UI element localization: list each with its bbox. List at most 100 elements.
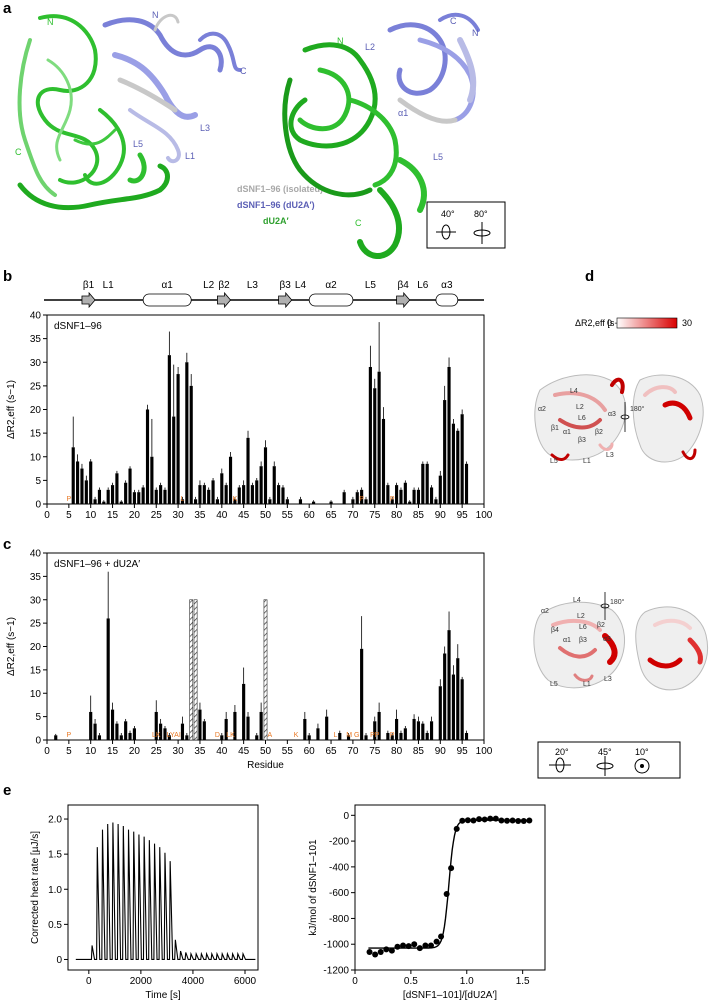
data-point xyxy=(520,817,527,824)
data-bar xyxy=(159,485,163,504)
data-point xyxy=(394,943,401,950)
right-c-blue-label: C xyxy=(450,16,457,26)
data-bar xyxy=(421,723,425,740)
d-bottom-label-a1: α1 xyxy=(563,637,571,644)
data-bar xyxy=(124,482,128,504)
data-bar xyxy=(268,499,272,504)
ss-helix-cylinder xyxy=(308,293,354,307)
data-point xyxy=(400,942,407,949)
data-bar xyxy=(421,463,425,504)
d-rot-horizontal-icon xyxy=(549,757,571,773)
d-top-label-l4: L4 xyxy=(570,388,578,395)
data-bar xyxy=(329,501,333,504)
data-bar xyxy=(176,374,180,504)
data-bar xyxy=(412,718,416,740)
data-bar xyxy=(443,653,447,740)
data-bar xyxy=(456,658,460,740)
data-bar xyxy=(447,366,451,504)
data-bar xyxy=(220,735,224,740)
data-bar xyxy=(425,732,429,740)
d-top-rotation: 180° xyxy=(630,405,645,413)
data-point xyxy=(476,816,483,823)
data-bar xyxy=(303,718,307,740)
colorbar-max: 30 xyxy=(682,318,692,328)
data-bar xyxy=(438,475,442,504)
data-bar xyxy=(460,414,464,504)
data-bar xyxy=(198,485,202,504)
x-tick-label: 55 xyxy=(282,746,294,757)
y-tick-label: -1200 xyxy=(323,966,349,977)
data-bar xyxy=(456,430,460,504)
data-bar xyxy=(434,499,438,504)
d-bottom-label-l5: L5 xyxy=(550,681,558,688)
data-bar xyxy=(106,489,110,504)
data-point xyxy=(383,946,390,953)
y-tick-label: 10 xyxy=(30,452,42,463)
ss-label: L1 xyxy=(103,280,115,291)
data-bar xyxy=(272,466,276,504)
data-bar xyxy=(180,499,185,504)
ss-label: β1 xyxy=(83,280,95,291)
data-bar xyxy=(342,492,346,504)
data-bar xyxy=(403,728,407,740)
x-tick-label: 0 xyxy=(44,746,50,757)
residue-marker: P xyxy=(359,496,364,503)
ss-label: α1 xyxy=(162,280,174,291)
d-bottom-label-b2: β2 xyxy=(597,622,605,629)
x-tick-label: 30 xyxy=(173,746,185,757)
data-bar xyxy=(110,485,115,504)
x-tick-label: 55 xyxy=(282,510,294,521)
data-point xyxy=(416,945,423,952)
panel-label-a: a xyxy=(3,0,12,17)
data-bar xyxy=(110,709,115,740)
colorbar-min: 0 xyxy=(607,318,612,328)
residue-marker: L xyxy=(181,496,185,503)
data-bar xyxy=(128,468,132,504)
residue-marker: LK xyxy=(226,732,235,739)
hatched-bar xyxy=(263,599,268,741)
d-top-rotation-icon xyxy=(620,402,630,432)
left-l1-label: L1 xyxy=(185,151,195,161)
data-point xyxy=(459,817,466,824)
x-tick-label: 95 xyxy=(457,510,469,521)
x-tick-label: 20 xyxy=(129,746,141,757)
residue-marker: LYAI xyxy=(167,732,181,739)
data-point xyxy=(443,890,450,897)
data-bar xyxy=(84,480,88,504)
data-bar xyxy=(416,489,421,504)
data-bar xyxy=(250,485,254,504)
d-top-label-l5: L5 xyxy=(550,458,558,465)
d-rot-angle-2: 45° xyxy=(598,747,612,757)
y-tick-label: 40 xyxy=(30,311,42,322)
x-tick-label: 70 xyxy=(347,746,359,757)
d-top-label-a3: α3 xyxy=(608,411,616,418)
y-tick-label: 25 xyxy=(30,381,42,392)
ss-strand-arrow xyxy=(81,291,96,309)
data-bar xyxy=(163,728,167,740)
data-bar xyxy=(425,463,429,504)
data-bar xyxy=(412,489,416,504)
x-tick-label: 40 xyxy=(216,746,228,757)
data-bar xyxy=(460,679,464,740)
x-tick-label: 35 xyxy=(194,510,206,521)
data-point xyxy=(470,817,477,824)
y-axis-label: ΔR2,eff (s−1) xyxy=(6,617,17,676)
data-bar xyxy=(377,371,381,504)
x-tick-label: 50 xyxy=(260,746,272,757)
x-tick-label: 80 xyxy=(391,510,403,521)
residue-marker: K xyxy=(294,732,299,739)
y-tick-label: 2.0 xyxy=(48,815,62,826)
panel-label-d: d xyxy=(585,268,594,285)
x-axis-label: Time [s] xyxy=(145,990,180,1001)
left-du2a-cartoon xyxy=(17,14,170,211)
data-bar xyxy=(429,487,434,504)
colorbar-label: ΔR2,eff [s−1] xyxy=(575,318,627,328)
x-tick-label: 0 xyxy=(352,976,358,987)
y-tick-label: 1.5 xyxy=(48,850,62,861)
ss-label: β3 xyxy=(280,280,292,291)
ss-strand-arrow xyxy=(278,291,293,309)
data-bar xyxy=(325,716,329,740)
x-tick-label: 2000 xyxy=(130,976,153,987)
